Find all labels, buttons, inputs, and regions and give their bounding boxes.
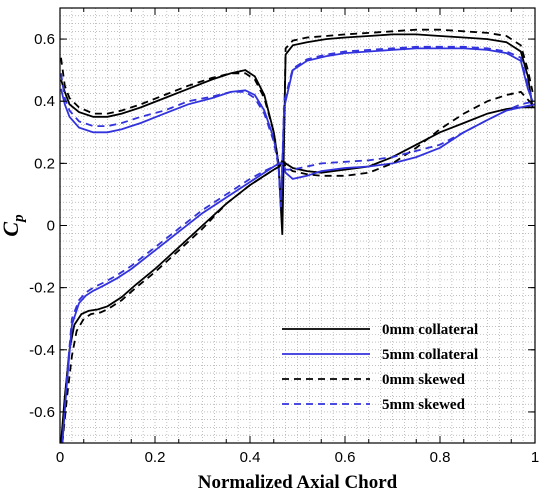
y-tick-label: -0.4 [29, 342, 55, 359]
x-tick-label: 1 [531, 449, 539, 466]
x-axis-title: Normalized Axial Chord [198, 472, 398, 493]
y-tick-label: 0 [47, 218, 55, 235]
y-tick-label: -0.6 [29, 404, 55, 421]
series-line-2-0 [60, 28, 534, 226]
legend: 0mm collateral 5mm collateral 0mm skewed 5m… [282, 322, 478, 413]
ticks: 0 0.2 0.4 0.6 0.8 1 -0.6 -0.4 -0.2 0 0.2 0.4 0.6 [29, 8, 539, 466]
x-tick-label: 0.6 [335, 449, 356, 466]
series-line-3-0 [60, 45, 534, 207]
y-axis-title: Cp [0, 214, 27, 237]
series-group [60, 28, 535, 443]
grid [60, 8, 535, 443]
x-tick-label: 0.8 [430, 449, 451, 466]
y-tick-label: 0.2 [34, 155, 55, 172]
y-tick-label: 0.6 [34, 31, 55, 48]
y-tick-label: -0.2 [29, 280, 55, 297]
x-tick-label: 0.2 [145, 449, 166, 466]
series-line-2-1 [61, 90, 535, 443]
y-axis-title-subscript: p [11, 214, 27, 224]
legend-label: 5mm skewed [382, 397, 466, 413]
y-tick-label: 0.4 [34, 93, 55, 110]
series-line-1-1 [61, 103, 535, 443]
y-axis-title-main: C [0, 222, 23, 237]
x-tick-label: 0 [56, 449, 64, 466]
legend-label: 5mm collateral [382, 347, 478, 363]
series-line-1-0 [60, 47, 534, 211]
legend-label: 0mm collateral [382, 322, 478, 338]
legend-label: 0mm skewed [382, 372, 466, 388]
series-line-3-1 [61, 100, 535, 443]
x-tick-label: 0.4 [240, 449, 261, 466]
series-line-0-1 [60, 106, 535, 443]
